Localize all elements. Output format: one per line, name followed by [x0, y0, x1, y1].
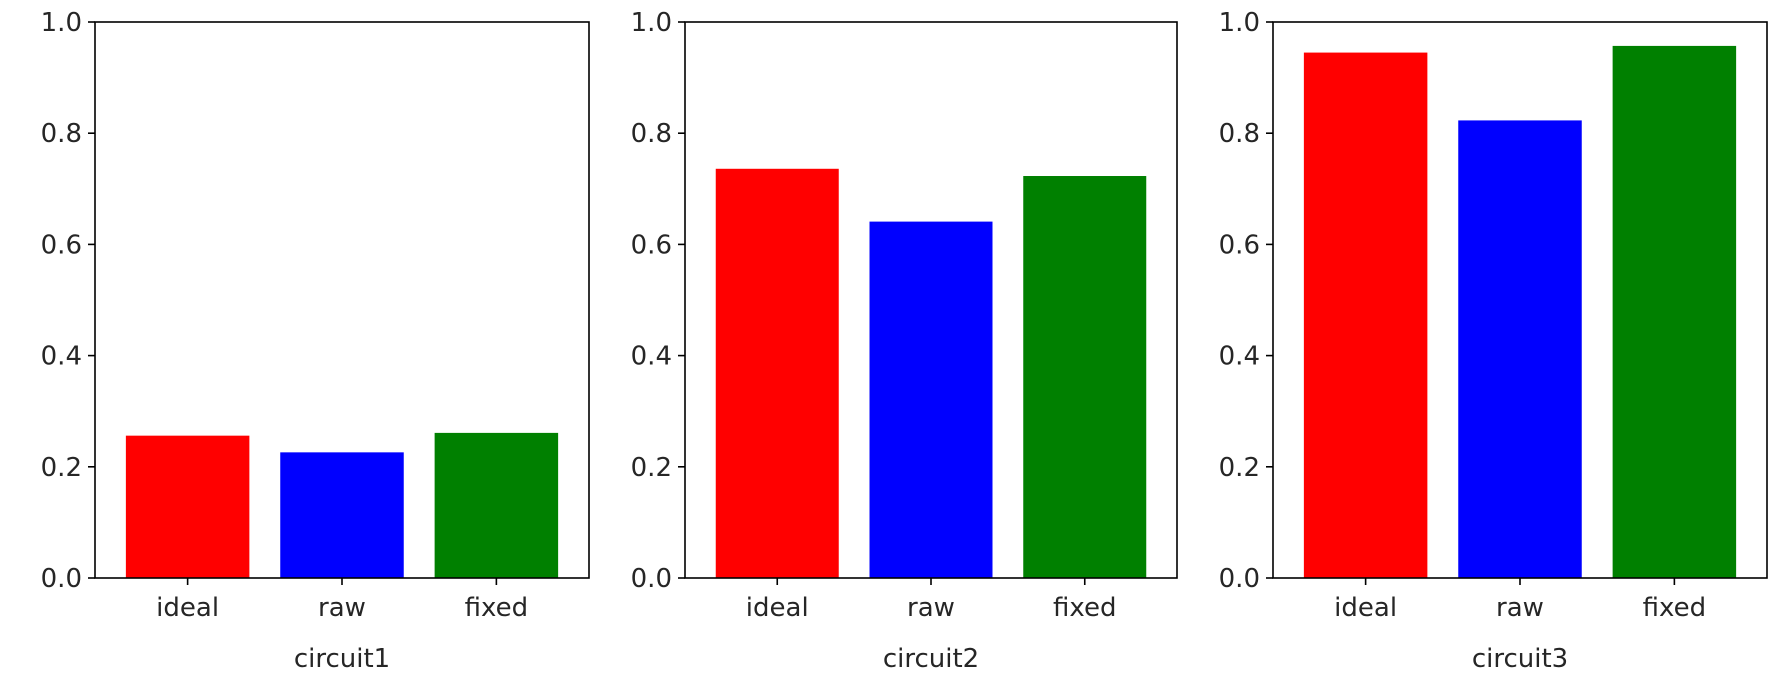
y-tick-label: 0.2 [1219, 453, 1260, 483]
x-tick-label-raw: raw [1496, 593, 1544, 623]
y-tick-label: 0.6 [41, 230, 82, 260]
subplot-2: 0.0 0.2 0.4 0.6 0.8 1.0 ideal raw fixed circuit2 [631, 8, 1178, 674]
y-tick-label: 0.8 [631, 119, 672, 149]
y-tick-label: 0.0 [1219, 564, 1260, 594]
y-tick-label: 1.0 [1219, 8, 1260, 38]
y-tick-label: 0.4 [41, 342, 82, 372]
y-tick-label: 0.0 [41, 564, 82, 594]
y-tick-label: 0.4 [1219, 342, 1260, 372]
y-tick-label: 0.8 [1219, 119, 1260, 149]
bar-raw [280, 452, 404, 578]
x-axis-label: circuit2 [883, 644, 979, 674]
bar-fixed [434, 432, 559, 578]
bar-fixed [1023, 176, 1147, 578]
x-tick-label-ideal: ideal [746, 593, 809, 623]
x-tick-label-fixed: fixed [1053, 593, 1116, 623]
x-axis-label: circuit1 [294, 644, 390, 674]
bar-fixed [1612, 45, 1737, 578]
x-tick-label-raw: raw [318, 593, 366, 623]
y-tick-label: 0.6 [1219, 230, 1260, 260]
x-tick-label-ideal: ideal [1334, 593, 1397, 623]
x-tick-label-fixed: fixed [465, 593, 528, 623]
subplot-3: 0.0 0.2 0.4 0.6 0.8 1.0 ideal raw fixed circuit3 [1219, 8, 1768, 674]
y-tick-label: 0.0 [631, 564, 672, 594]
x-axis-label: circuit3 [1472, 644, 1568, 674]
bar-ideal [125, 435, 250, 578]
y-tick-label: 0.6 [631, 230, 672, 260]
bar-ideal [1303, 52, 1428, 578]
bar-raw [1458, 120, 1582, 579]
x-tick-label-fixed: fixed [1643, 593, 1706, 623]
y-tick-label: 0.2 [41, 453, 82, 483]
x-tick-label-ideal: ideal [156, 593, 219, 623]
y-tick-label: 1.0 [631, 8, 672, 38]
bar-ideal [715, 168, 839, 578]
y-tick-label: 0.8 [41, 119, 82, 149]
bar-raw [869, 221, 993, 578]
y-tick-label: 1.0 [41, 8, 82, 38]
y-tick-label: 0.4 [631, 342, 672, 372]
y-tick-label: 0.2 [631, 453, 672, 483]
subplot-1: 0.0 0.2 0.4 0.6 0.8 1.0 ideal raw fixed circuit1 [41, 8, 590, 674]
x-tick-label-raw: raw [907, 593, 955, 623]
